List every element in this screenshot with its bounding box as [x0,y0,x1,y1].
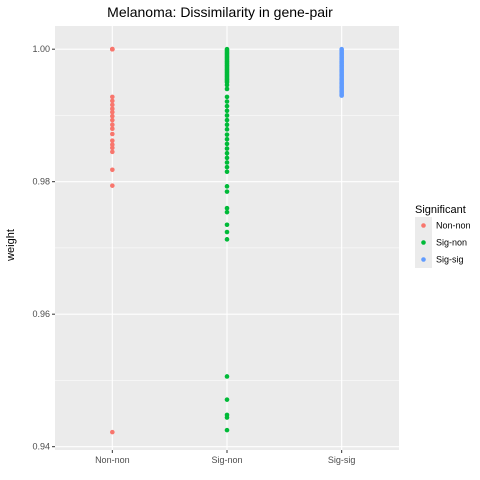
x-tick-label: Sig-sig [328,455,356,465]
data-point [339,93,344,98]
x-axis: Non-non Sig-non Sig-sig [95,450,355,465]
data-point [110,98,115,104]
data-point [110,131,115,137]
legend-label: Non-non [436,221,471,231]
data-point [110,113,115,119]
data-point [224,82,230,88]
chart-title: Melanoma: Dissimilarity in gene-pair [107,4,333,20]
legend-items: Non-non Sig-non Sig-sig [415,217,471,268]
y-tick-label: 0.98 [32,177,50,187]
data-point [224,132,230,137]
data-point [224,99,230,104]
data-point [224,397,230,402]
y-tick-label: 0.94 [32,442,50,452]
data-point [110,102,115,108]
data-point [224,155,230,161]
data-point [110,142,115,147]
data-point [224,189,230,194]
data-point [224,113,230,118]
data-point [224,94,230,100]
data-point [224,160,230,165]
data-point [224,209,230,215]
data-point [224,229,230,235]
data-point [110,138,115,143]
data-point [224,117,230,123]
legend-title: Significant [415,204,466,216]
data-point [224,127,230,132]
y-axis: 0.94 0.96 0.98 1.00 [32,44,55,452]
y-tick-label: 1.00 [32,44,50,54]
data-point [224,184,230,189]
data-point [110,167,115,173]
legend: Significant Non-non Sig-non Sig-sig [415,204,471,268]
data-point [110,117,115,123]
data-point [224,86,230,92]
data-point [110,126,115,131]
data-point [110,429,115,435]
data-point [110,46,115,52]
data-point [224,146,230,151]
data-point [110,122,115,128]
data-point [224,374,230,379]
data-point [224,427,230,433]
legend-key-marker [421,240,426,245]
data-point [110,106,115,112]
data-point [110,183,115,188]
x-tick-label: Sig-non [211,455,242,465]
data-point [224,222,230,228]
data-point [224,122,230,128]
data-point [224,103,230,109]
data-point [110,145,115,151]
legend-key-marker [421,257,426,262]
data-point [110,94,115,100]
legend-label: Sig-non [436,238,467,248]
legend-label: Sig-sig [436,255,464,265]
x-tick-label: Non-non [95,455,130,465]
data-point [110,149,115,155]
data-point [224,108,230,114]
data-point [224,169,230,175]
data-point [110,109,115,115]
data-points [110,46,344,435]
legend-key-marker [421,223,426,228]
data-point [224,150,230,156]
data-point [224,205,230,211]
y-tick-label: 0.96 [32,309,50,319]
data-point [224,164,230,170]
y-axis-title: weight [5,229,17,262]
data-point [224,415,230,420]
data-point [224,141,230,147]
data-point [224,237,230,242]
data-point [224,136,230,142]
